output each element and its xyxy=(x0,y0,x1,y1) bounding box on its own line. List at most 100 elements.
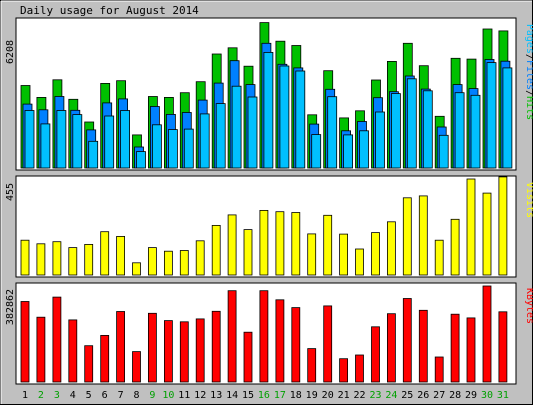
pages-bar-11 xyxy=(183,128,194,169)
visits-bar-10 xyxy=(163,250,173,276)
kbytes-bar-11 xyxy=(179,321,189,383)
legend-files: Files xyxy=(524,60,533,90)
pages-bar-18 xyxy=(295,70,306,169)
pages-bar-6 xyxy=(104,115,115,169)
visits-bar-28 xyxy=(450,218,460,276)
day-label-6: 6 xyxy=(102,390,108,401)
kbytes-bar-31 xyxy=(498,311,508,383)
kbytes-bar-21 xyxy=(339,358,349,383)
pages-bar-17 xyxy=(279,65,290,169)
visits-bar-5 xyxy=(84,243,94,276)
pages-bar-10 xyxy=(167,129,178,169)
hits-bars xyxy=(20,22,513,169)
kbytes-bar-8 xyxy=(132,351,141,383)
visits-bar-24 xyxy=(386,221,396,276)
kbytes-bar-28 xyxy=(450,313,460,383)
day-label-1: 1 xyxy=(22,390,28,401)
day-label-26: 26 xyxy=(417,390,429,401)
visits-bar-23 xyxy=(371,232,380,276)
visits-bar-19 xyxy=(307,233,317,276)
kbytes-bar-23 xyxy=(371,326,380,383)
kbytes-bar-27 xyxy=(434,356,444,383)
pages-bar-28 xyxy=(454,92,465,169)
visits-bar-3 xyxy=(52,241,62,276)
visits-bar-22 xyxy=(355,248,364,276)
pages-bar-13 xyxy=(215,103,226,169)
pages-bar-21 xyxy=(343,134,354,169)
kbytes-bar-30 xyxy=(482,285,492,383)
day-label-8: 8 xyxy=(133,390,139,401)
kbytes-bar-20 xyxy=(323,305,333,383)
visits-bar-11 xyxy=(179,250,189,276)
day-label-9: 9 xyxy=(149,390,155,401)
day-label-2: 2 xyxy=(38,390,44,401)
visits-legend: Visits xyxy=(524,182,533,218)
day-label-3: 3 xyxy=(54,390,60,401)
day-label-25: 25 xyxy=(401,390,413,401)
kbytes-bar-25 xyxy=(402,298,412,383)
legend-sep-2: / xyxy=(524,90,533,96)
day-labels: 1 2 3 4 5 6 7 8 9 10 11 12 13 14 15 16 17 18 19 20 21 22 23 24 2… xyxy=(22,390,509,401)
visits-bar-16 xyxy=(259,209,269,276)
kbytes-legend: KBytes xyxy=(524,288,533,324)
pages-bar-5 xyxy=(88,140,99,169)
kbytes-bar-3 xyxy=(52,296,62,383)
kbytes-bar-22 xyxy=(355,354,364,383)
pages-bar-29 xyxy=(470,94,481,169)
pages-bar-23 xyxy=(375,111,385,169)
visits-bar-17 xyxy=(275,211,285,276)
pages-bar-27 xyxy=(438,134,449,169)
visits-bar-30 xyxy=(482,192,492,276)
pages-bar-26 xyxy=(422,90,433,169)
pages-bar-15 xyxy=(247,96,258,169)
day-label-16: 16 xyxy=(258,390,270,401)
kbytes-bar-10 xyxy=(163,320,173,383)
kbytes-bar-17 xyxy=(275,299,285,383)
pages-bar-22 xyxy=(359,130,369,169)
day-label-29: 29 xyxy=(465,390,477,401)
day-label-18: 18 xyxy=(290,390,302,401)
hits-max-label: 6208 xyxy=(5,40,16,64)
visits-bar-9 xyxy=(147,247,157,276)
visits-bar-1 xyxy=(20,239,30,276)
kbytes-bar-13 xyxy=(211,310,221,383)
day-label-14: 14 xyxy=(226,390,238,401)
legend-pages: Pages xyxy=(524,24,533,54)
chart-title: Daily usage for August 2014 xyxy=(20,4,199,17)
pages-bar-7 xyxy=(120,110,130,169)
visits-bar-6 xyxy=(100,231,110,276)
visits-bar-14 xyxy=(227,214,237,276)
kbytes-bar-29 xyxy=(466,317,476,383)
kbytes-bar-12 xyxy=(195,318,205,383)
pages-bar-30 xyxy=(486,62,497,169)
kbytes-bar-7 xyxy=(116,311,125,383)
visits-bar-15 xyxy=(243,229,253,276)
day-label-30: 30 xyxy=(481,390,493,401)
pages-bar-19 xyxy=(311,134,322,169)
kbytes-bar-14 xyxy=(227,290,237,383)
kbytes-bar-18 xyxy=(291,307,301,383)
visits-bar-2 xyxy=(36,243,46,276)
kbytes-bar-5 xyxy=(84,345,94,383)
day-label-7: 7 xyxy=(118,390,124,401)
kbytes-bar-19 xyxy=(307,348,317,383)
pages-bar-8 xyxy=(136,151,146,169)
visits-bar-26 xyxy=(418,195,428,276)
kbytes-bar-26 xyxy=(418,309,428,383)
pages-bar-14 xyxy=(231,85,242,169)
day-label-4: 4 xyxy=(70,390,76,401)
kbytes-bar-6 xyxy=(100,334,110,383)
day-label-15: 15 xyxy=(242,390,254,401)
day-label-19: 19 xyxy=(306,390,318,401)
kbytes-bar-16 xyxy=(259,290,269,383)
pages-bar-20 xyxy=(327,96,338,169)
pages-bar-25 xyxy=(406,78,417,169)
visits-bar-7 xyxy=(116,235,125,276)
day-label-12: 12 xyxy=(194,390,206,401)
pages-bar-3 xyxy=(56,110,67,169)
visits-bar-27 xyxy=(434,239,444,276)
visits-bar-4 xyxy=(68,247,78,276)
legend-sep-1: / xyxy=(524,54,533,60)
kbytes-bar-2 xyxy=(36,316,46,383)
